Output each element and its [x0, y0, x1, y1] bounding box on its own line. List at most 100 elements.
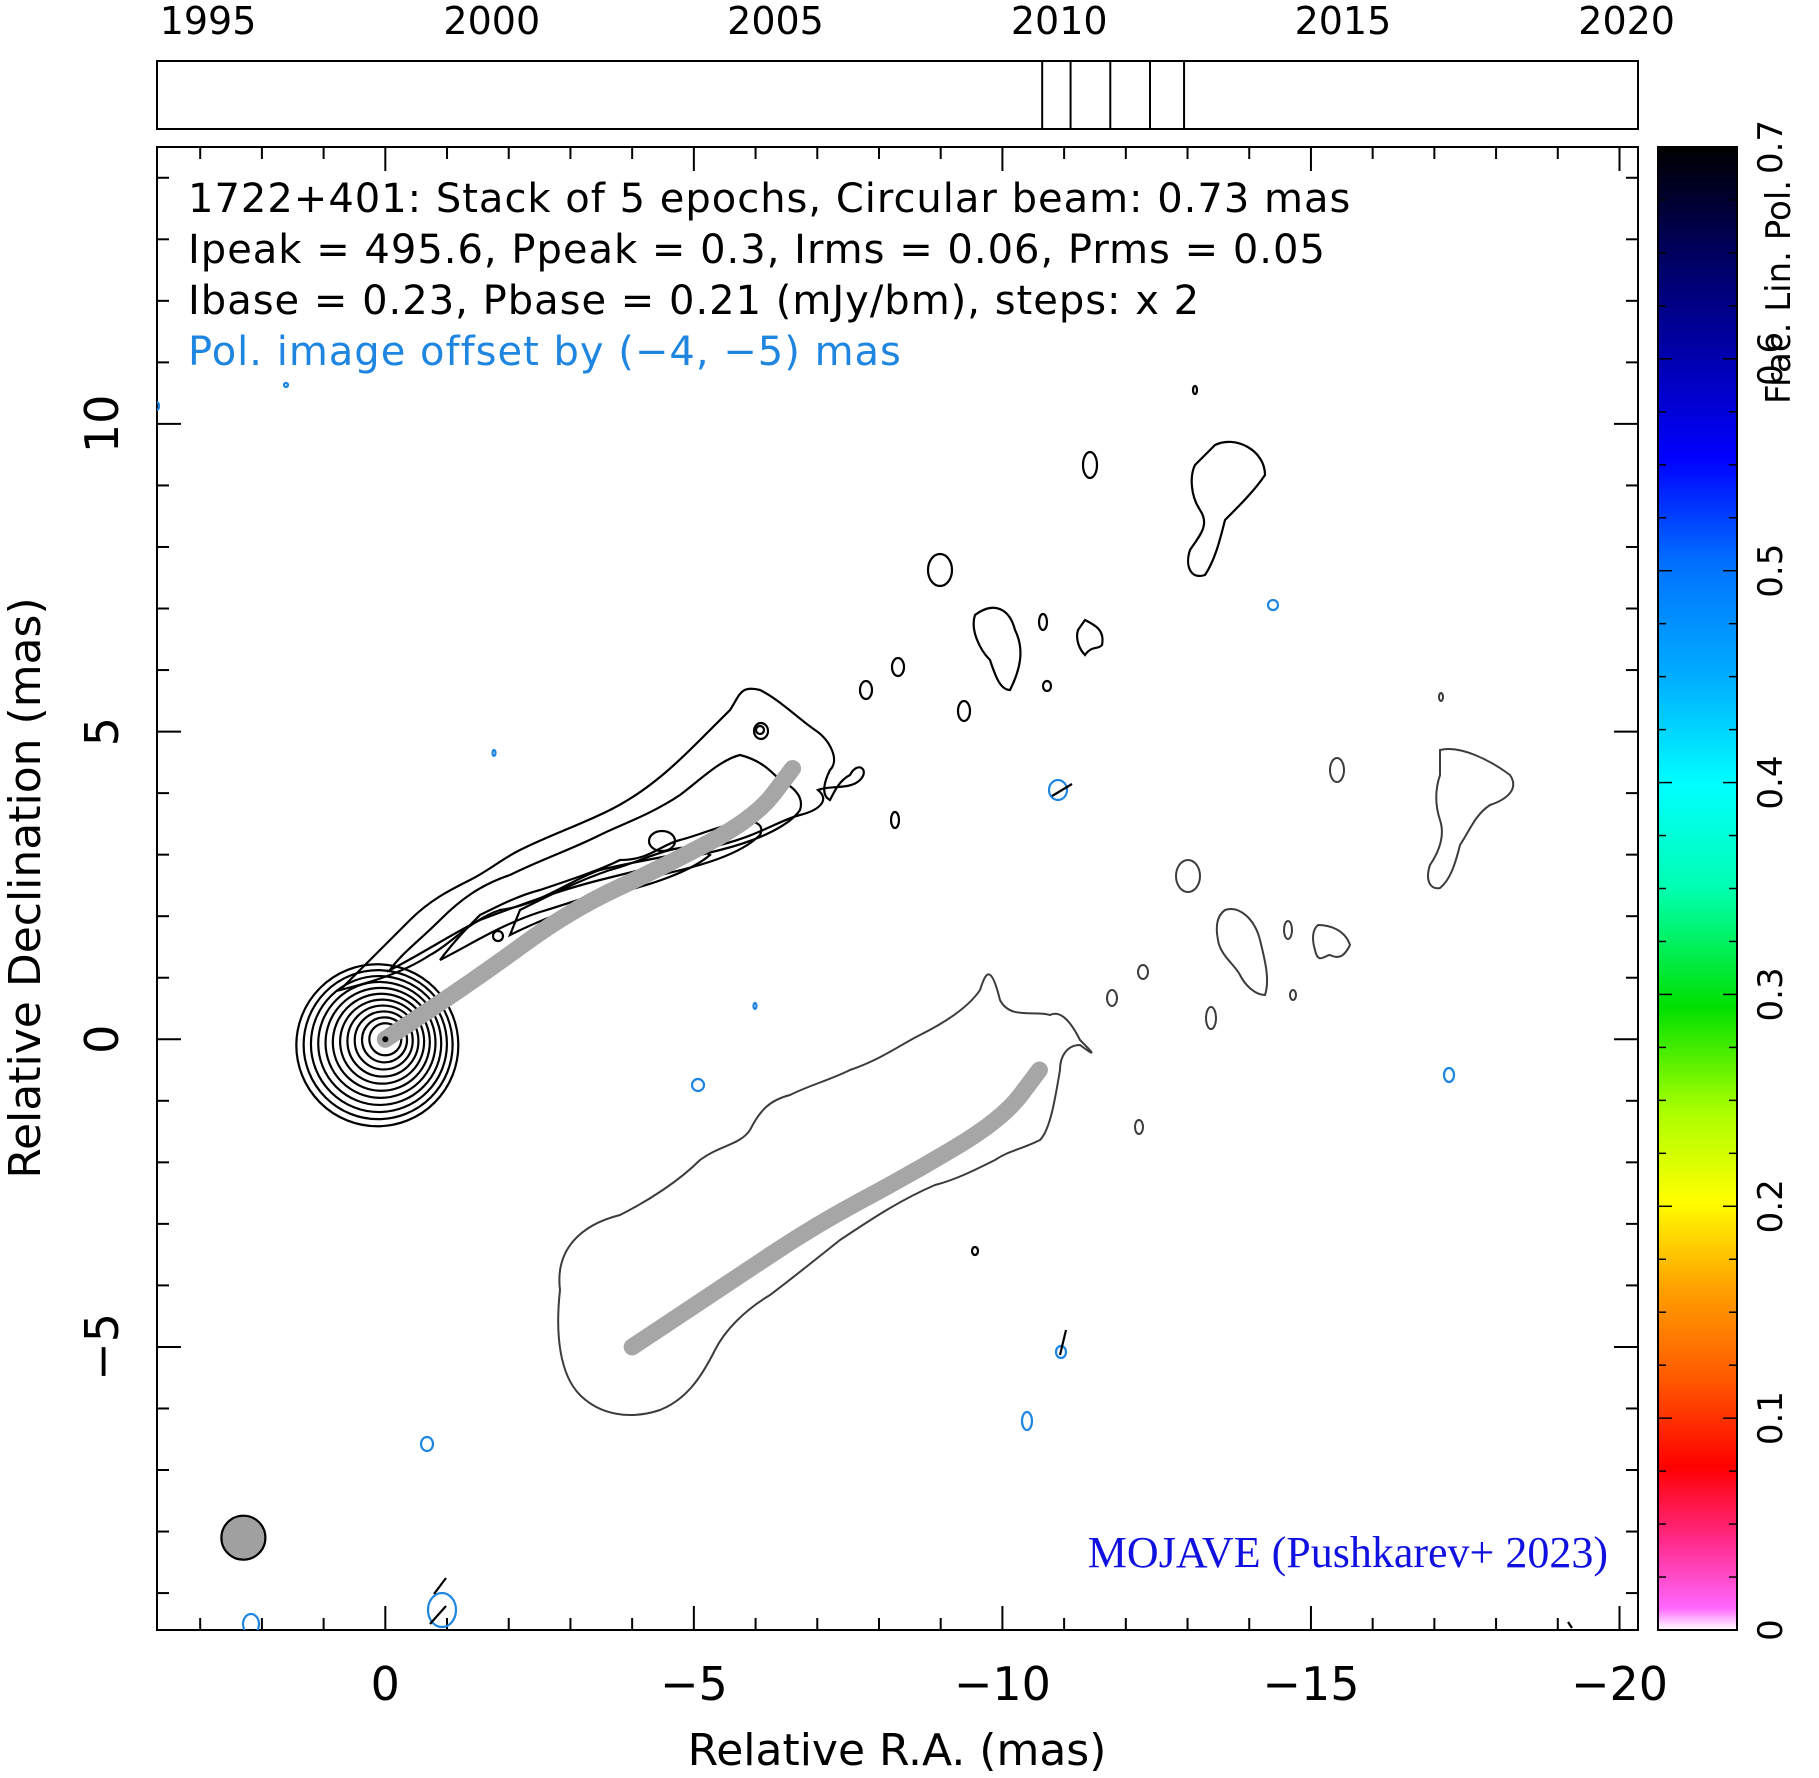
year-label: 2015: [1295, 0, 1392, 43]
plot-area: [157, 381, 1573, 1630]
colorbar-tick-label: 0.4: [1751, 756, 1791, 810]
colorbar-tick-label: 0.7: [1751, 120, 1791, 174]
polarization-contours: [557, 692, 1515, 1416]
timeline-year-labels: 1995 2000 2005 2010 2015 2020: [160, 0, 1675, 43]
info-line-1: 1722+401: Stack of 5 epochs, Circular be…: [188, 176, 1351, 222]
evpa-tick-4: [433, 1577, 447, 1595]
year-label: 2020: [1578, 0, 1675, 43]
core-contour: [368, 1022, 403, 1057]
core-contour: [295, 963, 460, 1128]
y-tick-label: 10: [75, 395, 129, 454]
jet-blob-e: [1081, 450, 1099, 480]
pol-contour-blob-g: [1289, 989, 1297, 1001]
y-tick-labels: −5 0 5 10: [75, 395, 129, 1381]
evpa-tick-2: [1058, 1329, 1068, 1356]
core-contour: [360, 1016, 409, 1064]
fpol-patch-7: [419, 1435, 435, 1453]
pol-contour-main: [557, 973, 1093, 1416]
fpol-patch-9: [241, 1612, 261, 1630]
info-line-3: Ibase = 0.23, Pbase = 0.21 (mJy/bm), ste…: [188, 278, 1200, 324]
beam-ellipse: [220, 1514, 267, 1561]
y-tick-label: 0: [75, 1025, 129, 1054]
fpol-patch-6: [1020, 1410, 1034, 1432]
jet-contour-2: [386, 753, 803, 973]
core-contour: [309, 974, 449, 1114]
colorbar-tick-label: 0.3: [1751, 967, 1791, 1021]
y-axis-label: Relative Declination (mas): [0, 597, 51, 1178]
colorbar-tick-labels: 0 0.1 0.2 0.3 0.4 0.5 0.6 0.7: [1751, 120, 1791, 1641]
jet-blob-p: [970, 1245, 980, 1257]
pol-contour-blob-h: [1137, 964, 1149, 980]
core-contour: [302, 969, 454, 1121]
jet-blob-a: [752, 721, 770, 741]
jet-blob-g: [890, 656, 906, 678]
colorbar-tick-label: 0.2: [1751, 1179, 1791, 1233]
pol-contour-blob-j: [1205, 1006, 1217, 1030]
core-contours: [295, 963, 460, 1128]
colorbar-tick-label: 0.6: [1751, 332, 1791, 386]
fpol-patch-8: [426, 1591, 458, 1629]
ridgeline-polarization: [623, 1061, 1048, 1356]
jet-blob-n: [1191, 384, 1199, 396]
year-label: 1995: [160, 0, 257, 43]
timeline-epoch-marks: [1041, 61, 1186, 129]
year-label: 2010: [1011, 0, 1108, 43]
colorbar-tick-label: 0.1: [1751, 1391, 1791, 1445]
jet-blob-o: [491, 929, 505, 943]
axis-ticks: [157, 147, 1638, 1630]
core-peak-marker: [382, 1036, 389, 1043]
fpol-patch-10: [752, 1001, 758, 1011]
jet-blob-h: [858, 679, 874, 701]
fpol-patches: [157, 381, 1456, 1630]
fpol-patch-3: [1442, 1066, 1456, 1084]
fpol-patch-1: [1047, 778, 1069, 802]
fpol-patch-11: [491, 748, 497, 758]
fpol-patch-13: [157, 400, 161, 412]
jet-blob-d: [1076, 618, 1104, 657]
fpol-patch-12: [282, 381, 290, 389]
plot-frame: [156, 146, 1639, 1631]
colorbar-ticks: [1658, 146, 1737, 1631]
pol-contour-blob-f: [1283, 920, 1293, 940]
colorbar-gradient: [1658, 147, 1737, 1630]
jet-contours: [336, 384, 1267, 1257]
year-label: 2005: [727, 0, 824, 43]
jet-blob-m: [1041, 679, 1053, 693]
pol-contour-blob-i: [1106, 989, 1118, 1007]
fpol-patch-4: [690, 1077, 706, 1093]
info-block: 1722+401: Stack of 5 epochs, Circular be…: [188, 176, 1351, 375]
jet-blob-k: [754, 724, 766, 736]
pol-offset-note: Pol. image offset by (−4, −5) mas: [188, 329, 902, 375]
jet-blob-b: [926, 552, 954, 588]
colorbar-tick-label: 0: [1751, 1619, 1791, 1641]
jet-knot: [647, 829, 677, 853]
jet-blob-c: [972, 606, 1022, 692]
credit-label: MOJAVE (Pushkarev+ 2023): [1088, 1528, 1608, 1577]
epoch-timeline: 1995 2000 2005 2010 2015 2020: [156, 0, 1675, 130]
x-tick-label: −5: [660, 1657, 728, 1711]
timeline-box: [156, 60, 1639, 130]
core-contour: [317, 980, 443, 1107]
fpol-patch-5: [1054, 1344, 1068, 1360]
pol-contour-blob-c: [1215, 908, 1269, 997]
x-tick-labels: 0 −5 −10 −15 −20: [371, 1657, 1668, 1711]
core-contour: [353, 1010, 414, 1071]
year-label: 2000: [443, 0, 540, 43]
jet-contour-outer: [336, 687, 865, 993]
x-tick-label: −15: [1262, 1657, 1359, 1711]
evpa-tick-5: [1567, 1621, 1573, 1629]
evpa-ticks: [429, 783, 1573, 1629]
colorbar-label: Frac. Lin. Pol.: [1759, 180, 1799, 404]
core-contour: [346, 1004, 420, 1078]
core-contour: [324, 986, 437, 1099]
pol-contour-blob-d: [1312, 923, 1352, 960]
y-tick-label: 5: [75, 717, 129, 746]
pol-contour-blob-k: [1134, 1119, 1144, 1135]
jet-blob-f: [1187, 440, 1267, 578]
x-tick-label: −20: [1571, 1657, 1668, 1711]
pol-contour-blob-e: [1329, 757, 1345, 783]
jet-blob-l: [1037, 612, 1049, 632]
evpa-tick-1: [1051, 783, 1073, 797]
fpol-patch-2: [1266, 598, 1280, 612]
